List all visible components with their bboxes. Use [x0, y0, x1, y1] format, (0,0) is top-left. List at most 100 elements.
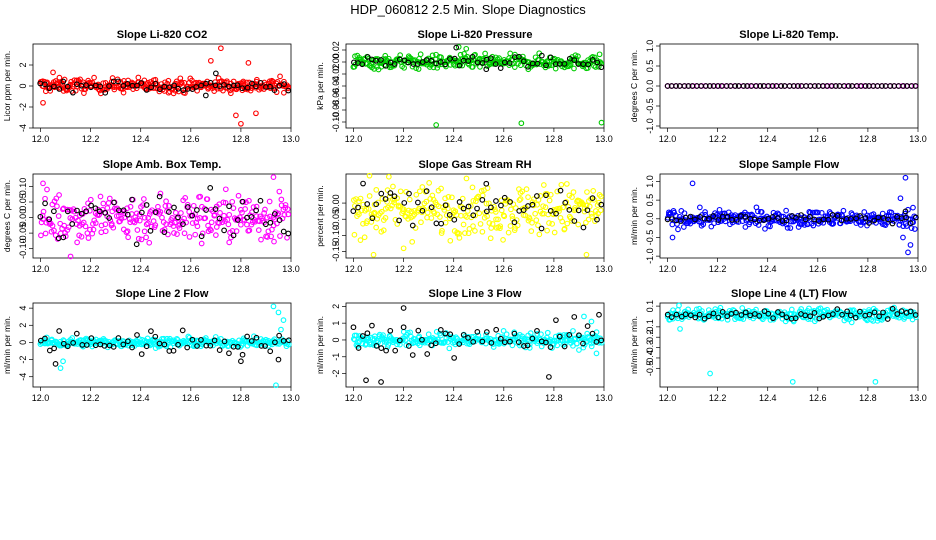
data-point — [558, 181, 565, 188]
data-point — [433, 122, 440, 128]
x-tick-label: 12.4 — [759, 264, 777, 274]
data-point — [266, 198, 273, 205]
data-point — [431, 210, 438, 217]
data-point — [507, 50, 514, 57]
data-point — [239, 209, 245, 216]
data-point — [451, 216, 458, 223]
data-point — [857, 213, 863, 219]
data-point — [170, 347, 177, 354]
data-point — [409, 352, 416, 358]
data-point — [207, 185, 214, 191]
data-point — [197, 193, 204, 200]
data-point — [143, 234, 149, 241]
data-point — [44, 186, 50, 193]
data-point — [475, 332, 482, 339]
data-point — [514, 222, 521, 229]
data-point — [60, 78, 67, 85]
data-point — [489, 221, 496, 227]
data-point — [525, 194, 531, 200]
data-point — [182, 195, 189, 201]
data-point — [425, 331, 432, 338]
data-point — [465, 335, 471, 341]
data-point — [185, 333, 192, 340]
data-point — [442, 195, 448, 202]
data-point — [78, 210, 85, 217]
data-point — [118, 215, 125, 222]
data-point — [390, 183, 396, 190]
data-point — [246, 227, 253, 234]
data-point — [438, 220, 445, 227]
data-point — [174, 215, 181, 222]
data-point — [106, 215, 113, 221]
data-point — [185, 204, 191, 210]
data-point — [382, 62, 389, 69]
data-point — [677, 218, 684, 224]
data-point — [166, 209, 172, 215]
data-point — [243, 199, 249, 206]
data-point — [907, 220, 914, 226]
chart-panel-8: Slope Line 3 Flow ml/min per min. 12.0 12.2… — [315, 288, 613, 403]
y-tick-label: 2 — [18, 323, 28, 328]
data-point — [534, 193, 540, 199]
data-point — [281, 78, 287, 85]
data-point — [465, 203, 472, 210]
data-point — [583, 219, 589, 226]
data-point — [285, 211, 292, 218]
panel-title: Slope Line 3 Flow — [429, 288, 522, 300]
data-point — [693, 306, 700, 313]
data-point — [240, 80, 247, 86]
data-point — [544, 191, 551, 197]
data-point — [198, 240, 205, 247]
data-point — [428, 215, 435, 221]
data-point — [543, 339, 549, 346]
data-point — [248, 338, 255, 344]
data-point — [264, 214, 271, 221]
data-point — [459, 195, 466, 202]
data-point — [402, 337, 409, 343]
data-point — [538, 225, 545, 232]
data-point — [543, 62, 549, 69]
data-point — [192, 231, 199, 238]
data-point — [903, 223, 910, 229]
data-point — [497, 335, 504, 342]
data-point — [516, 53, 522, 60]
data-point — [913, 314, 919, 321]
data-point — [65, 224, 72, 231]
data-point — [419, 336, 425, 343]
data-point — [70, 89, 76, 96]
data-point — [42, 200, 48, 207]
data-point — [579, 200, 585, 207]
data-point — [140, 196, 147, 202]
data-point — [253, 83, 259, 90]
data-point — [460, 205, 467, 212]
data-point — [387, 327, 394, 334]
panel-title: Slope Line 2 Flow — [116, 288, 209, 300]
series-slope — [664, 302, 919, 385]
data-point — [524, 342, 531, 349]
data-point — [67, 253, 74, 260]
data-point — [285, 337, 292, 344]
x-tick-label: 13.0 — [595, 393, 613, 403]
panel-title: Slope Gas Stream RH — [418, 159, 531, 171]
data-point — [784, 225, 791, 231]
data-point — [562, 199, 569, 206]
data-point — [179, 327, 186, 334]
data-point — [364, 54, 371, 60]
data-point — [423, 188, 430, 194]
data-point — [428, 342, 435, 349]
y-tick-label: 2 — [18, 62, 28, 67]
panel-title: Slope Line 4 (LT) Flow — [731, 288, 847, 300]
y-tick-label: -1 — [331, 353, 341, 361]
data-point — [459, 62, 466, 69]
data-point — [277, 233, 283, 239]
data-point — [120, 341, 127, 348]
data-point — [284, 206, 291, 213]
data-point — [769, 83, 776, 89]
data-point — [498, 207, 505, 214]
x-tick-label: 13.0 — [909, 134, 927, 144]
series-hourly — [350, 305, 605, 385]
y-tick-label: 0.10 — [18, 178, 28, 196]
data-point — [716, 206, 723, 213]
data-point — [134, 227, 141, 233]
data-point — [117, 79, 124, 85]
